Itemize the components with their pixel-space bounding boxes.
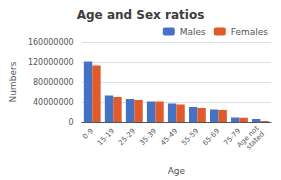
svg-text:55-59: 55-59 [180, 127, 200, 147]
svg-text:15-19: 15-19 [96, 127, 116, 147]
svg-text:75-79: 75-79 [222, 127, 243, 148]
svg-text:Females: Females [231, 27, 269, 37]
svg-text:Age and Sex ratios: Age and Sex ratios [77, 8, 205, 22]
svg-text:Males: Males [180, 27, 206, 37]
svg-text:Numbers: Numbers [8, 61, 18, 102]
svg-text:Age not: Age not [235, 124, 261, 150]
svg-text:Age: Age [168, 166, 186, 176]
svg-text:35-39: 35-39 [138, 127, 158, 147]
svg-text:25-29: 25-29 [117, 127, 137, 147]
svg-text:65-69: 65-69 [201, 127, 221, 147]
svg-text:0-9: 0-9 [81, 127, 95, 141]
svg-text:40000000: 40000000 [33, 98, 74, 107]
svg-text:160000000: 160000000 [28, 38, 74, 47]
svg-text:stated: stated [245, 130, 266, 151]
svg-text:0: 0 [69, 118, 74, 127]
svg-text:45-49: 45-49 [159, 127, 179, 147]
svg-text:80000000: 80000000 [33, 78, 74, 87]
svg-text:120000000: 120000000 [28, 58, 74, 67]
